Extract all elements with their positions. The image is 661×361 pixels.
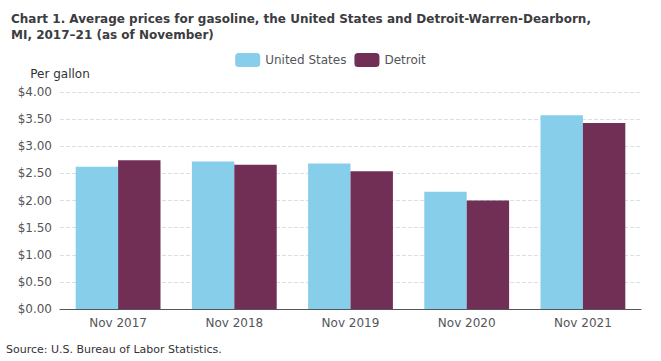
svg-text:Nov 2021: Nov 2021 [554,316,612,330]
svg-text:United States: United States [265,53,346,67]
svg-text:$2.00: $2.00 [18,194,52,208]
svg-text:Nov 2018: Nov 2018 [205,316,263,330]
svg-text:Chart 1. Average prices for ga: Chart 1. Average prices for gasoline, th… [11,12,591,26]
svg-text:$3.50: $3.50 [18,112,52,126]
svg-text:Detroit: Detroit [384,53,426,67]
svg-text:$0.00: $0.00 [18,302,52,316]
svg-text:Nov 2019: Nov 2019 [322,316,380,330]
svg-text:Nov 2020: Nov 2020 [438,316,496,330]
svg-text:$0.50: $0.50 [18,275,52,289]
svg-text:$3.00: $3.00 [18,139,52,153]
svg-text:Per gallon: Per gallon [30,67,90,81]
svg-text:MI, 2017–21 (as of November): MI, 2017–21 (as of November) [11,28,214,42]
svg-text:$2.50: $2.50 [18,166,52,180]
svg-text:$1.50: $1.50 [18,221,52,235]
svg-text:Nov 2017: Nov 2017 [89,316,147,330]
svg-text:$4.00: $4.00 [18,85,52,99]
svg-text:Source: U.S. Bureau of Labor S: Source: U.S. Bureau of Labor Statistics. [6,343,222,356]
svg-text:$1.00: $1.00 [18,248,52,262]
